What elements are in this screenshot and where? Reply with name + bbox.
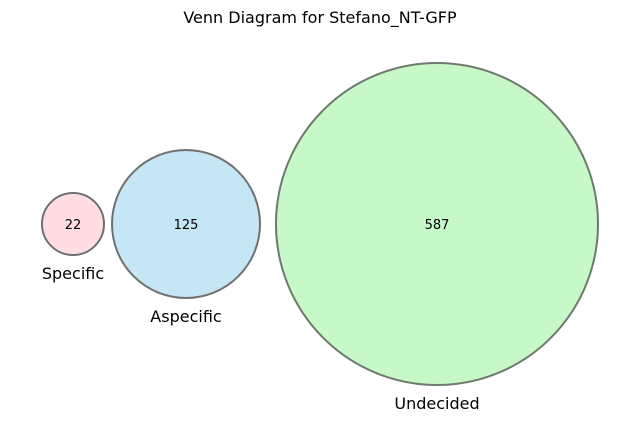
venn-count-specific: 22 (65, 218, 82, 233)
venn-circle-specific (41, 192, 105, 256)
venn-count-undecided: 587 (425, 218, 450, 233)
venn-set-aspecific: 125 Aspecific (111, 149, 261, 326)
venn-set-specific: 22 Specific (41, 192, 105, 283)
venn-circle-aspecific (111, 149, 261, 299)
venn-count-aspecific: 125 (174, 218, 199, 233)
venn-set-undecided: 587 Undecided (275, 62, 599, 413)
chart-title: Venn Diagram for Stefano_NT-GFP (183, 8, 457, 28)
venn-circle-undecided (275, 62, 599, 386)
venn-label-specific: Specific (42, 264, 104, 283)
venn-label-undecided: Undecided (394, 394, 479, 413)
venn-label-aspecific: Aspecific (150, 307, 221, 326)
